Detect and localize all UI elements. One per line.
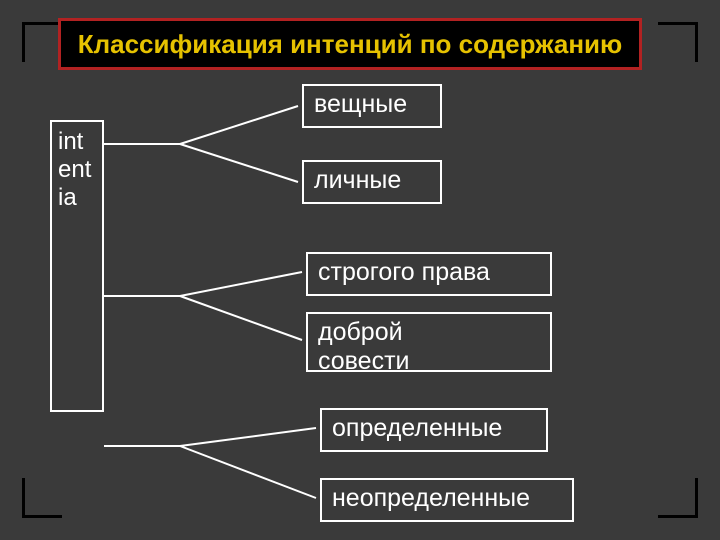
leaf-l2: личные <box>302 160 442 204</box>
frame-corner <box>695 478 698 518</box>
slide: Классификация интенций по содержанию inte… <box>0 0 720 540</box>
title-bar: Классификация интенций по содержанию <box>58 18 642 70</box>
frame-corner <box>22 515 62 518</box>
leaf-l4: доброй совести <box>306 312 552 372</box>
frame-corner <box>22 22 62 25</box>
title-text: Классификация интенций по содержанию <box>61 21 639 67</box>
leaf-l6: неопределенные <box>320 478 574 522</box>
frame-corner <box>22 478 25 518</box>
frame-corner <box>658 515 698 518</box>
root-node: intentia <box>50 120 104 412</box>
leaf-l3: строгого права <box>306 252 552 296</box>
frame-corner <box>695 22 698 62</box>
leaf-l5: определенные <box>320 408 548 452</box>
leaf-l1: вещные <box>302 84 442 128</box>
frame-corner <box>22 22 25 62</box>
frame-corner <box>658 22 698 25</box>
